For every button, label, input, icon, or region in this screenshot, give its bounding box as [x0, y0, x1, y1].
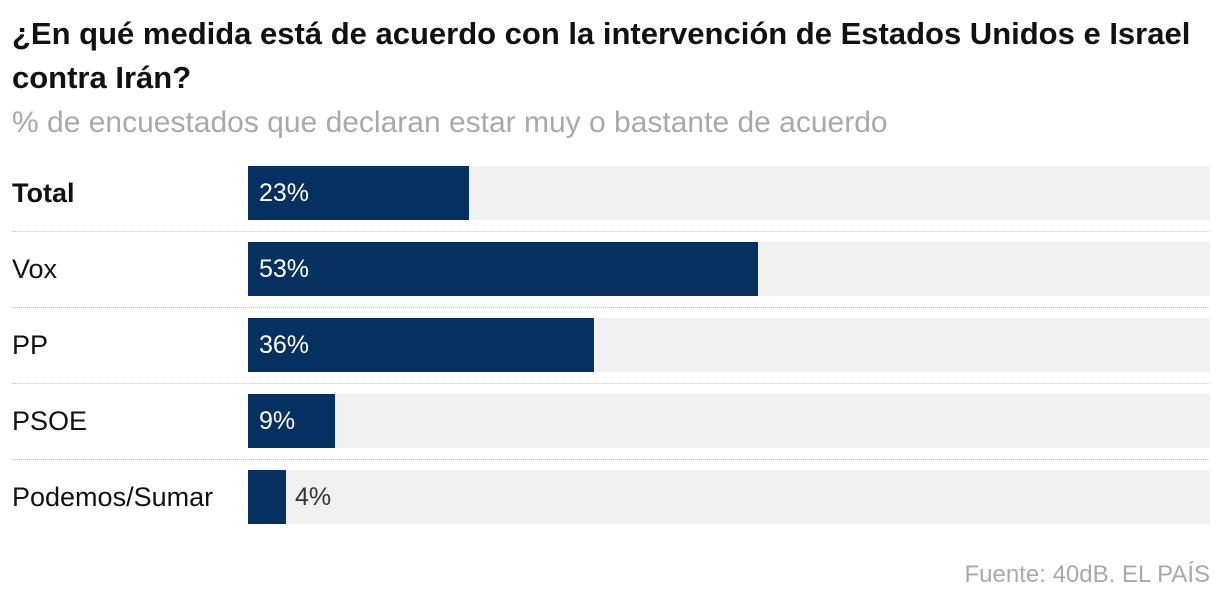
bar-psoe: [248, 394, 335, 448]
category-label-pp: PP: [12, 330, 49, 360]
bar-track-podemos-sumar: [248, 470, 1210, 524]
bar-track-psoe: [248, 394, 1210, 448]
row-divider: [12, 459, 1210, 460]
category-label-psoe: PSOE: [12, 406, 88, 436]
value-label-pp: 36%: [259, 331, 310, 359]
bar-vox: [248, 242, 758, 296]
row-divider: [12, 383, 1210, 384]
value-label-vox: 53%: [259, 255, 310, 283]
value-label-psoe: 9%: [259, 407, 296, 435]
bar-total: [248, 166, 469, 220]
row-divider: [12, 231, 1210, 232]
bar-pp: [248, 318, 594, 372]
category-label-vox: Vox: [12, 254, 58, 284]
row-divider: [12, 307, 1210, 308]
value-label-podemos-sumar: 4%: [295, 483, 332, 511]
category-label-total: Total: [12, 178, 75, 208]
category-label-podemos-sumar: Podemos/Sumar: [12, 482, 214, 512]
value-label-total: 23%: [259, 179, 310, 207]
chart-subtitle: % de encuestados que declaran estar muy …: [12, 106, 888, 139]
source-note: Fuente: 40dB. EL PAÍS: [964, 561, 1210, 588]
bar-podemos-sumar: [248, 470, 286, 524]
bar-chart: Total 23% Vox 53% PP 36% PSOE 9% Podemos/Sumar 4%: [0, 155, 1220, 535]
chart-title: ¿En qué medida está de acuerdo con la in…: [12, 16, 1191, 95]
